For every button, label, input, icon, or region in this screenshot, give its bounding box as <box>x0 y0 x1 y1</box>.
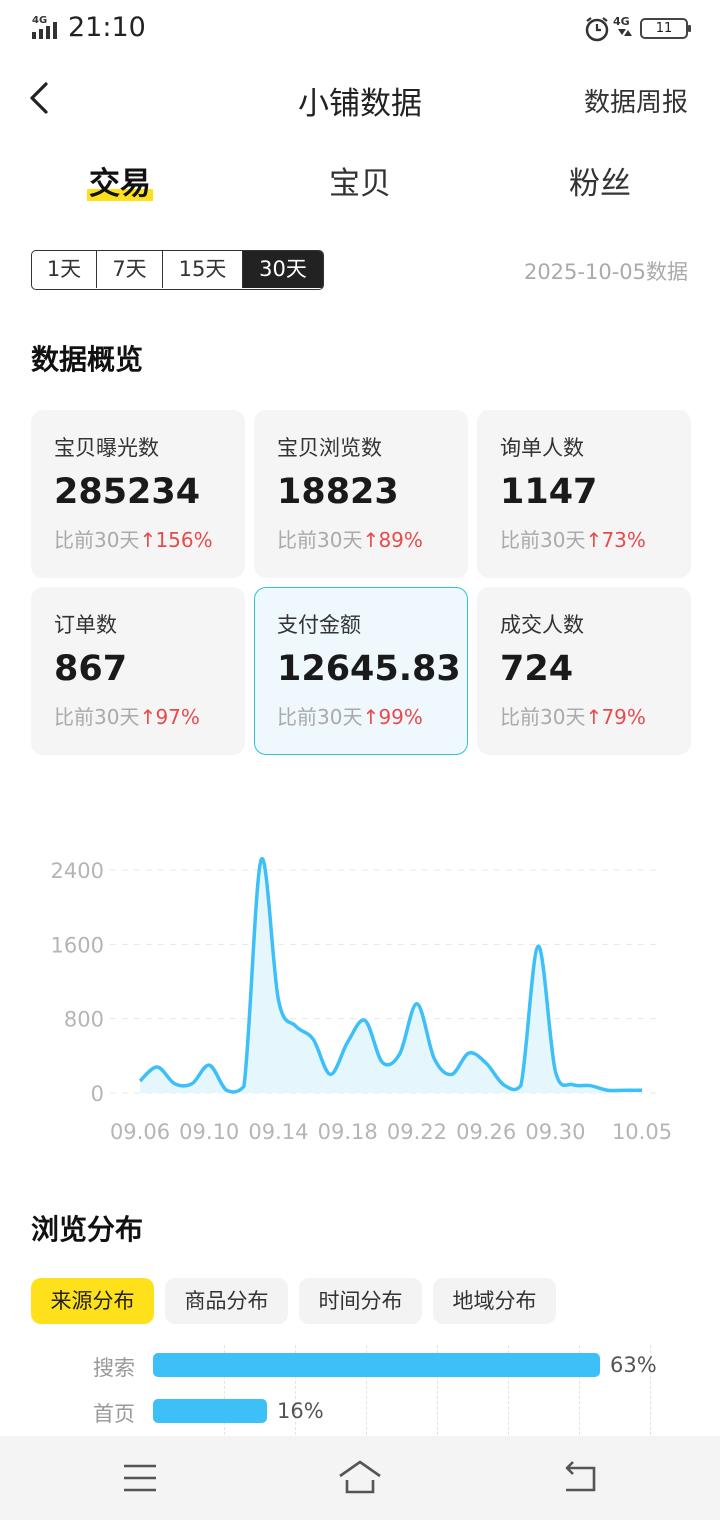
tab-product[interactable]: 商品分布 <box>165 1278 288 1324</box>
tab-source[interactable]: 来源分布 <box>31 1278 154 1324</box>
y-tick-label: 2400 <box>51 859 104 883</box>
card-label: 订单数 <box>54 613 117 637</box>
tab-trade-label: 交易 <box>87 158 153 203</box>
card-compare: 比前30天↑79% <box>500 705 646 729</box>
card-label: 宝贝浏览数 <box>277 436 382 460</box>
grid-line <box>508 1345 509 1435</box>
range-30d-button[interactable]: 30天 <box>243 251 323 288</box>
card-compare: 比前30天↑99% <box>277 705 423 729</box>
status-time: 21:10 <box>68 12 146 43</box>
up-arrow-icon: ↑ <box>139 528 157 552</box>
back-arrow-icon[interactable] <box>22 76 62 120</box>
card-label: 宝贝曝光数 <box>54 436 159 460</box>
x-tick-label: 09.14 <box>248 1120 308 1144</box>
y-tick-label: 0 <box>91 1082 104 1106</box>
y-tick-label: 1600 <box>51 933 104 957</box>
grid-line <box>224 1345 225 1435</box>
up-arrow-icon: ↑ <box>585 528 603 552</box>
menu-icon[interactable] <box>118 1456 162 1500</box>
overview-title: 数据概览 <box>31 343 144 376</box>
x-tick-label: 10.05 <box>612 1120 672 1144</box>
card-label: 询单人数 <box>500 436 584 460</box>
up-arrow-icon: ↑ <box>362 705 380 729</box>
card-value: 1147 <box>500 472 598 512</box>
range-7d-button[interactable]: 7天 <box>97 251 163 288</box>
status-bar: 4G 21:10 4G 11 <box>0 0 720 60</box>
card-exposure[interactable]: 宝贝曝光数 285234 比前30天↑156% <box>31 410 245 578</box>
card-compare: 比前30天↑97% <box>54 705 200 729</box>
header: 小铺数据 数据周报 <box>0 60 720 140</box>
range-15d-button[interactable]: 15天 <box>163 251 243 288</box>
card-value: 867 <box>54 649 128 689</box>
weekly-report-link[interactable]: 数据周报 <box>583 88 688 118</box>
data-date: 2025-10-05数据 <box>523 260 688 284</box>
area-fill <box>140 858 642 1093</box>
card-payment[interactable]: 支付金额 12645.83 比前30天↑99% <box>254 587 468 755</box>
bar-label-home: 首页 <box>93 1402 135 1426</box>
bar-pct-search: 63% <box>610 1353 657 1377</box>
tab-items-label: 宝贝 <box>329 166 391 202</box>
range-selector: 1天 7天 15天 30天 <box>31 250 324 290</box>
network-4g-icon: 4G <box>613 15 632 36</box>
browse-title: 浏览分布 <box>31 1213 144 1246</box>
grid-line <box>295 1345 296 1435</box>
signal-icon: 4G <box>32 15 57 39</box>
bar-search <box>153 1353 600 1377</box>
tab-fans-label: 粉丝 <box>569 166 631 202</box>
card-views[interactable]: 宝贝浏览数 18823 比前30天↑89% <box>254 410 468 578</box>
card-label: 成交人数 <box>500 613 584 637</box>
card-inquiries[interactable]: 询单人数 1147 比前30天↑73% <box>477 410 691 578</box>
tab-trade[interactable]: 交易 <box>60 158 180 203</box>
tab-items[interactable]: 宝贝 <box>300 158 420 203</box>
y-tick-label: 800 <box>64 1008 104 1032</box>
up-arrow-icon: ↑ <box>362 528 380 552</box>
card-buyers[interactable]: 成交人数 724 比前30天↑79% <box>477 587 691 755</box>
battery-icon: 11 <box>640 18 691 39</box>
grid-line <box>650 1345 651 1435</box>
series-line <box>138 857 642 1094</box>
x-tick-label: 09.22 <box>387 1120 447 1144</box>
grid-line <box>366 1345 367 1435</box>
bar-home <box>153 1399 267 1423</box>
tab-time[interactable]: 时间分布 <box>299 1278 422 1324</box>
source-bars: 搜索 63% 首页 16% <box>0 1345 720 1435</box>
svg-text:4G: 4G <box>613 15 630 28</box>
card-compare: 比前30天↑156% <box>54 528 213 552</box>
grid-line <box>437 1345 438 1435</box>
payment-trend-chart: 0 800 1600 2400 09.06 09.10 09.14 09.18 09.22 09.… <box>0 820 720 1150</box>
main-tabs: 交易 宝贝 粉丝 <box>0 150 720 210</box>
grid-line <box>579 1345 580 1435</box>
card-compare: 比前30天↑73% <box>500 528 646 552</box>
back-icon[interactable] <box>558 1456 602 1500</box>
card-compare: 比前30天↑89% <box>277 528 423 552</box>
x-tick-label: 09.18 <box>318 1120 378 1144</box>
bar-pct-home: 16% <box>277 1399 324 1423</box>
tab-region[interactable]: 地域分布 <box>433 1278 556 1324</box>
tab-fans[interactable]: 粉丝 <box>540 158 660 203</box>
card-value: 12645.83 <box>277 649 461 689</box>
up-arrow-icon: ↑ <box>585 705 603 729</box>
card-orders[interactable]: 订单数 867 比前30天↑97% <box>31 587 245 755</box>
up-arrow-icon: ↑ <box>139 705 157 729</box>
range-1d-button[interactable]: 1天 <box>32 251 97 288</box>
x-tick-label: 09.10 <box>179 1120 239 1144</box>
svg-text:4G: 4G <box>32 15 47 26</box>
bar-label-search: 搜索 <box>93 1356 135 1380</box>
bottom-nav <box>0 1436 720 1520</box>
card-value: 724 <box>500 649 574 689</box>
card-value: 18823 <box>277 472 399 512</box>
alarm-icon <box>585 17 609 42</box>
x-tick-label: 09.06 <box>110 1120 170 1144</box>
x-tick-label: 09.30 <box>525 1120 585 1144</box>
x-tick-label: 09.26 <box>456 1120 516 1144</box>
card-value: 285234 <box>54 472 201 512</box>
home-icon[interactable] <box>338 1456 382 1500</box>
chart-svg: 0 800 1600 2400 09.06 09.10 09.14 09.18 09.22 09.… <box>51 857 672 1144</box>
card-label: 支付金额 <box>277 613 361 637</box>
